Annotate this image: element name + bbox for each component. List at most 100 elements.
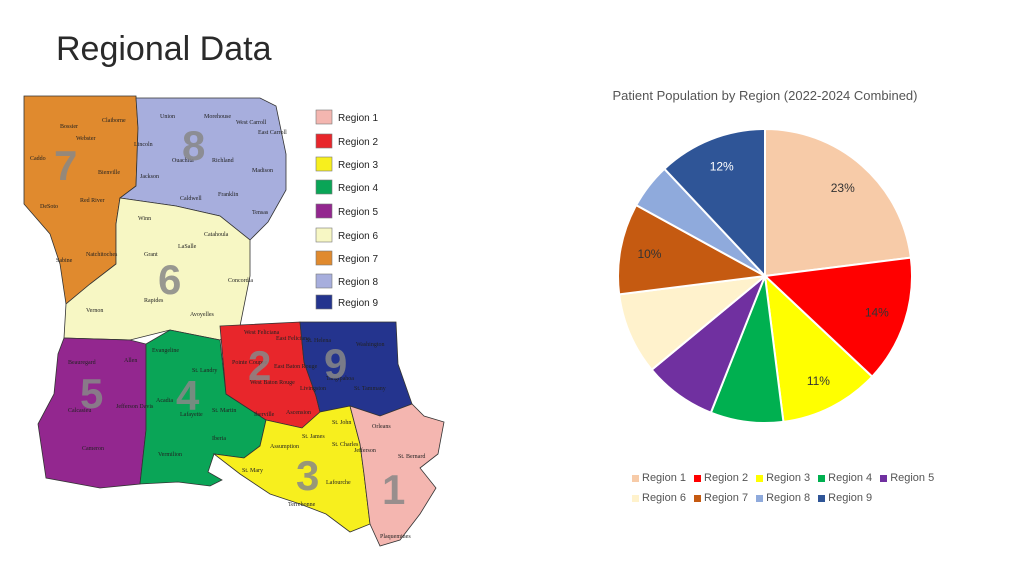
legend-label: Region 5 [890, 472, 935, 484]
parish-label: Livingston [300, 386, 326, 392]
parish-labels: Bossier Webster Claiborne Caddo Bienvill… [30, 114, 425, 540]
page-title: Regional Data [56, 30, 272, 68]
parish-label: West Feliciana [244, 330, 280, 336]
parish-label: Union [160, 114, 175, 120]
map-legend-swatch [315, 273, 333, 289]
legend-swatch [818, 474, 826, 482]
parish-label: St. Landry [192, 368, 217, 374]
map-legend-swatch [315, 250, 333, 266]
map-legend-swatch [315, 109, 333, 125]
parish-label: Iberia [212, 436, 226, 442]
legend-item: Region 5 [880, 472, 934, 484]
legend-swatch [756, 494, 764, 502]
parish-label: St. Bernard [398, 454, 425, 460]
map-legend-swatch [315, 156, 333, 172]
parish-label: St. John [332, 420, 351, 426]
legend-label: Region 4 [828, 472, 873, 484]
parish-label: Madison [252, 168, 273, 174]
parish-label: Jefferson [354, 447, 376, 454]
parish-label: East Baton Rouge [274, 364, 318, 370]
parish-label: Pointe Coupee [232, 360, 267, 366]
map-legend: Region 1 Region 2 Region 3 Region 4 Regi… [315, 109, 378, 310]
map-svg: Bossier Webster Claiborne Caddo Bienvill… [23, 95, 445, 547]
parish-label: Orleans [372, 424, 391, 430]
parish-label: Lafourche [326, 479, 351, 486]
parish-label: Lincoln [134, 142, 153, 148]
legend-item: Region 9 [818, 492, 872, 504]
parish-label: Calcasieu [68, 408, 91, 414]
parish-label: Sabine [56, 258, 73, 264]
parish-label: Bienville [98, 170, 120, 176]
parish-label: West Baton Rouge [250, 380, 295, 386]
parish-label: St. Mary [242, 468, 263, 474]
parish-label: Tangipahoa [326, 376, 354, 382]
parish-label: Vermilion [158, 452, 182, 458]
map-legend-label: Region 4 [338, 183, 378, 194]
legend-label: Region 6 [642, 492, 687, 504]
map-legend-swatch [315, 294, 333, 310]
legend-label: Region 1 [642, 472, 687, 484]
legend-item: Region 7 [694, 492, 748, 504]
map-legend-label: Region 6 [338, 231, 378, 242]
parish-label: Ouachita [172, 158, 194, 164]
legend-row: Region 1 Region 2 Region 3 Region 4 Region 5 [632, 472, 934, 484]
legend-label: Region 9 [828, 492, 873, 504]
pie-data-label: 14% [865, 305, 889, 319]
parish-label: Assumption [270, 444, 299, 450]
pie-data-label: 11% [807, 374, 830, 388]
chart-title: Patient Population by Region (2022-2024 … [612, 88, 918, 103]
parish-label: St. Martin [212, 408, 236, 414]
louisiana-regions-map: Bossier Webster Claiborne Caddo Bienvill… [20, 94, 460, 554]
legend-item: Region 8 [756, 492, 810, 504]
map-legend-label: Region 9 [338, 298, 378, 309]
legend-label: Region 3 [766, 472, 811, 484]
parish-label: Iberville [254, 412, 275, 418]
parish-label: St. Tammany [354, 386, 386, 392]
parish-label: West Carroll [236, 120, 267, 126]
parish-label: Caddo [30, 156, 46, 162]
parish-label: St. Helena [306, 338, 331, 344]
parish-label: St. Charles [332, 442, 359, 448]
pie-slice-region-1 [764, 127, 912, 278]
region-5-area [37, 337, 147, 489]
legend-item: Region 4 [818, 472, 872, 484]
parish-label: Richland [212, 158, 234, 164]
legend-swatch [632, 474, 639, 482]
parish-label: Washington [356, 342, 385, 348]
region-number: 6 [158, 256, 181, 303]
parish-label: Morehouse [204, 114, 231, 120]
region-number: 4 [176, 372, 200, 419]
parish-label: Grant [144, 252, 158, 258]
parish-label: Claiborne [102, 118, 126, 124]
map-legend-swatch [315, 203, 333, 219]
parish-label: Lafayette [180, 411, 203, 418]
map-legend-label: Region 3 [338, 160, 378, 171]
parish-label: East Feliciana [276, 336, 310, 342]
parish-label: Jefferson Davis [116, 403, 154, 410]
pie-slice-region-9 [662, 127, 766, 279]
region-number: 7 [54, 142, 77, 189]
map-legend-label: Region 7 [338, 254, 378, 265]
legend-swatch [756, 474, 764, 482]
parish-label: LaSalle [178, 244, 197, 250]
pie-chart: 23% 14% 11% 10% 12% [617, 127, 913, 424]
pie-data-label: 23% [831, 181, 855, 195]
legend-swatch [694, 494, 702, 502]
legend-swatch [818, 494, 826, 502]
parish-label: Natchitoches [86, 252, 118, 258]
parish-label: Winn [138, 216, 151, 222]
legend-label: Region 8 [766, 492, 811, 504]
parish-label: DeSoto [40, 204, 58, 210]
region-number: 9 [324, 340, 347, 387]
parish-label: Avoyelles [190, 312, 215, 318]
region-1-area [349, 403, 445, 547]
parish-label: Evangeline [152, 348, 179, 354]
parish-label: Cameron [82, 446, 104, 452]
parish-label: Beauregard [68, 360, 96, 366]
parish-label: Tensas [252, 210, 269, 216]
legend-label: Region 7 [704, 492, 749, 504]
legend-item: Region 1 [632, 472, 686, 484]
pie-slice-region-3 [763, 273, 874, 423]
legend-label: Region 2 [704, 472, 749, 484]
legend-swatch [880, 474, 888, 482]
